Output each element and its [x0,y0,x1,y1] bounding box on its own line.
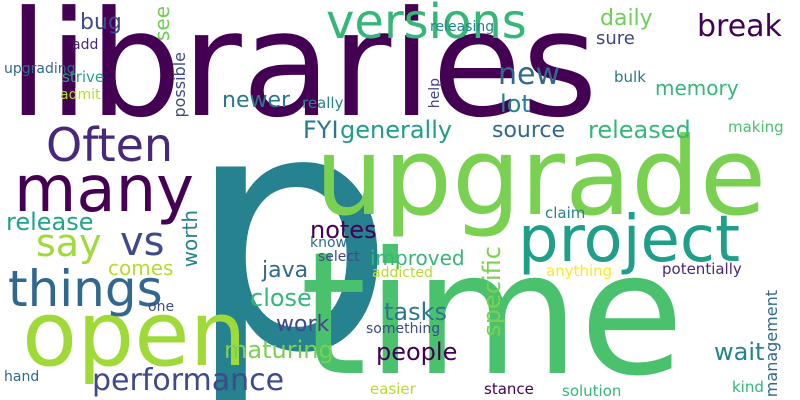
word-performance: performance [92,363,285,398]
word-one: one [148,299,175,315]
word-release: release [6,208,94,236]
word-admit: admit [60,87,101,103]
word-hand: hand [4,369,40,385]
word-making: making [728,118,784,136]
word-solution: solution [562,382,622,400]
word-worth: worth [178,210,202,268]
word-maturing: maturing [224,336,334,364]
word-know: know [310,235,347,251]
word-newer: newer [222,88,291,113]
word-specific: specific [478,246,506,337]
word-possible: possible [170,52,189,118]
word-versions: versions [326,0,527,50]
word-easier: easier [370,380,416,398]
word-released: released [588,116,691,144]
word-select: select [318,249,360,265]
word-lot: lot [500,90,531,118]
word-tasks: tasks [384,298,448,326]
word-releasing: releasing [430,19,495,35]
word-potentially: potentially [662,260,742,278]
word-see: see [150,6,174,42]
word-something: something [366,321,441,337]
word-close: close [250,284,312,312]
word-often: Often [46,118,174,172]
word-work: work [276,312,330,337]
word-management: management [762,290,781,398]
word-wait: wait [714,338,765,366]
word-addicted: addicted [372,265,433,281]
word-fyi: FYI [303,116,339,144]
word-vs: vs [120,219,165,265]
word-source: source [492,118,566,143]
word-many: many [14,153,194,227]
word-improved: improved [370,246,465,270]
word-time: time [300,216,685,400]
word-memory: memory [655,76,739,100]
word-say: say [36,221,102,265]
word-project: project [518,203,741,277]
word-new: new [498,57,561,92]
word-sure: sure [596,28,635,49]
word-p: p [186,41,396,400]
word-bug: bug [80,10,122,35]
word-kind: kind [732,378,764,396]
word-things: things [8,260,163,318]
word-really: really [302,94,344,112]
word-add: add [72,37,99,53]
word-strive: strive [62,68,105,86]
word-stance: stance [484,380,534,398]
word-notes: notes [310,216,377,244]
word-help: help [427,78,443,109]
word-java: java [262,258,309,283]
word-comes: comes [108,256,174,280]
word-generally: generally [340,116,453,144]
word-open: open [22,282,247,387]
word-upgrading: upgrading [4,61,76,77]
word-daily: daily [600,6,653,31]
word-anything: anything [546,262,613,280]
word-break: break [697,9,782,44]
word-bulk: bulk [614,68,646,86]
word-libraries: libraries [8,0,598,150]
word-upgrade: upgrade [315,115,767,240]
word-claim: claim [545,204,586,222]
word-people: people [376,338,458,366]
